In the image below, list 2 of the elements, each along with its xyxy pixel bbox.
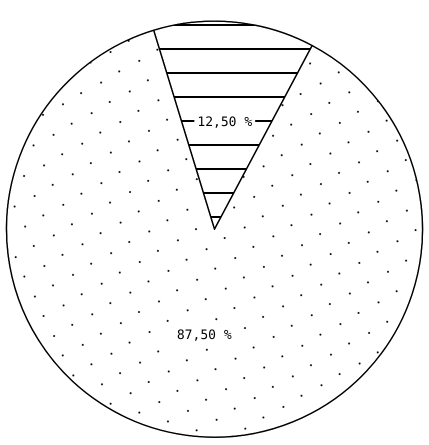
data-label: 12,50 % — [197, 115, 252, 130]
data-label: 87,50 % — [176, 328, 232, 344]
